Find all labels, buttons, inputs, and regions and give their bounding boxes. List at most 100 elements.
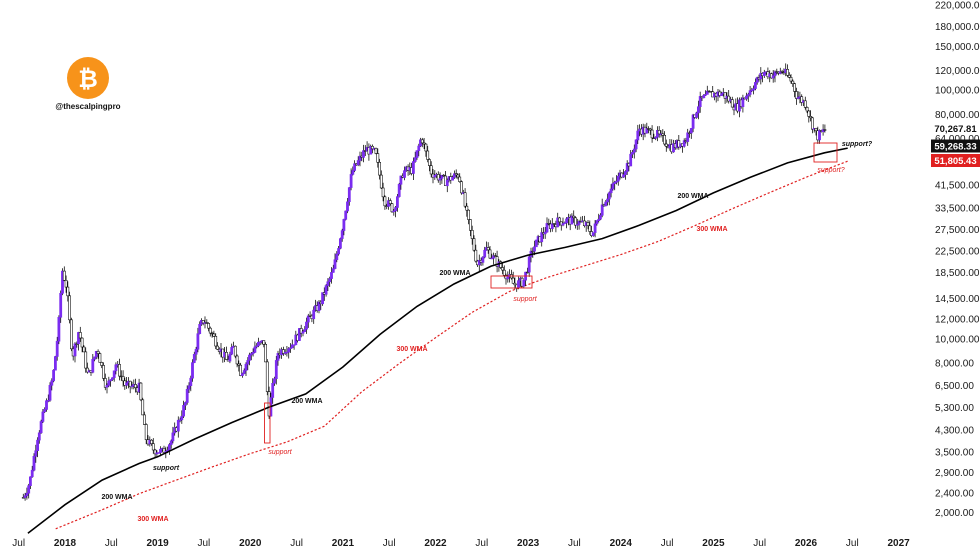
candle-body <box>803 100 807 108</box>
candle-body <box>68 295 72 321</box>
candle-body <box>809 116 813 119</box>
candle-body <box>506 276 510 280</box>
candle-body <box>80 337 84 348</box>
price-tag-bg <box>931 154 980 167</box>
candle-body <box>470 230 474 240</box>
support-label: support <box>513 296 537 303</box>
candle-body <box>276 353 280 361</box>
candle-body <box>107 380 111 386</box>
candle-body <box>436 174 440 181</box>
candle-body <box>212 333 216 337</box>
candle-body <box>96 350 100 354</box>
price-tag-layer: 70,267.81 59,268.33 51,805.43 <box>931 122 980 167</box>
candle-body <box>771 75 775 79</box>
candle-body <box>818 130 821 141</box>
candle-body <box>109 379 113 382</box>
candle-body <box>705 90 709 95</box>
candle-body <box>793 83 797 92</box>
candle-body <box>661 133 665 136</box>
candle-body <box>255 345 259 348</box>
candle-body <box>388 200 392 205</box>
candle-body <box>752 88 756 91</box>
candle-body <box>253 346 257 353</box>
candle-body <box>759 73 763 80</box>
candle-body <box>290 344 294 348</box>
candle-body <box>207 323 211 329</box>
y-tick-label: 12,000.00 <box>935 315 980 326</box>
candle-body <box>474 249 478 262</box>
candle-body <box>374 148 378 154</box>
candle-body <box>648 128 652 131</box>
candle-body <box>143 414 146 425</box>
y-axis[interactable]: 220,000.00 180,000.00 150,000.00 120,000.00… <box>935 1 980 519</box>
candle-body <box>442 174 446 177</box>
candle-body <box>467 209 471 220</box>
candle-body <box>91 358 95 373</box>
candle-body <box>55 340 59 357</box>
price-tag-label: 51,805.43 <box>934 156 976 167</box>
x-tick-label: Jul <box>661 538 674 549</box>
candle-body <box>335 253 339 260</box>
candle-body <box>609 188 613 194</box>
y-tick-label: 27,500.00 <box>935 225 980 236</box>
candle-body <box>239 364 243 376</box>
candle-body <box>73 343 77 357</box>
candle-body <box>704 94 707 96</box>
candle-body <box>397 184 401 197</box>
candle-body <box>636 130 640 141</box>
support-box <box>264 402 271 444</box>
candle-body <box>381 187 385 198</box>
candle-body <box>326 281 330 286</box>
x-tick-label: 2022 <box>424 538 447 549</box>
candle-body <box>196 333 200 350</box>
candle-body <box>153 449 157 455</box>
wma200-label: 200 WMA <box>677 193 708 200</box>
candle-body <box>786 69 789 76</box>
candle-body <box>235 355 239 365</box>
candle-body <box>281 349 285 354</box>
candle-body <box>184 402 187 406</box>
candle-body <box>558 217 561 223</box>
candle-body <box>422 142 426 145</box>
candle-body <box>228 353 232 362</box>
candle-body <box>429 165 433 175</box>
candle-body <box>112 370 116 378</box>
candle-body <box>468 219 472 231</box>
wma300-label: 300 WMA <box>696 226 727 233</box>
candle-body <box>346 201 349 212</box>
candle-body <box>61 270 64 294</box>
candle-body <box>52 369 56 382</box>
x-tick-label: Jul <box>383 538 396 549</box>
x-axis[interactable]: Jul 2018 Jul 2019 Jul 2020 Jul 2021 Jul 2022 Jul 20… <box>12 538 910 549</box>
candle-body <box>185 388 189 403</box>
candle-body <box>150 439 154 445</box>
candle-body <box>616 175 620 182</box>
y-tick-label: 14,500.00 <box>935 294 980 305</box>
candle-body <box>328 278 332 283</box>
candle-body <box>62 270 66 281</box>
candle-body <box>321 292 325 305</box>
candle-body <box>456 174 460 178</box>
candle-body <box>180 415 184 421</box>
candle-body <box>333 259 337 269</box>
candle-body <box>420 139 424 144</box>
candle-body <box>663 135 667 145</box>
candle-body <box>198 323 202 334</box>
candle-body <box>271 382 275 398</box>
candle-body <box>337 248 341 255</box>
bitcoin-symbol: ₿ <box>78 65 98 93</box>
support-label: support? <box>842 141 873 148</box>
candle-body <box>550 223 554 229</box>
candle-body <box>727 95 731 102</box>
candle-body <box>501 267 504 271</box>
candle-body <box>379 174 383 189</box>
candle-body <box>394 207 398 212</box>
candle-body <box>745 95 748 100</box>
candle-body <box>78 332 82 339</box>
candle-body <box>586 222 590 227</box>
y-tick-label: 18,500.00 <box>935 268 980 279</box>
annotation-layer: 200 WMA 300 WMA 200 WMA 300 WMA 200 WMA 300 W… <box>101 141 872 523</box>
candle-body <box>383 196 387 207</box>
candle-body <box>645 128 649 134</box>
